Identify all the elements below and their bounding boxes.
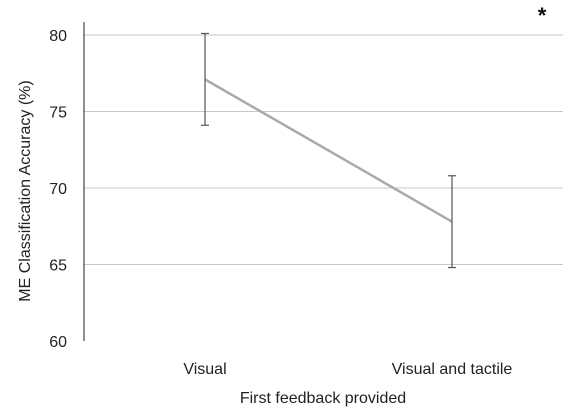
y-tick-label-80: 80 (49, 28, 67, 45)
y-tick-label-75: 75 (49, 105, 67, 122)
error-bar-1 (201, 32, 209, 126)
y-tick-labels: 60 65 70 75 80 (49, 28, 67, 351)
y-axis-title: ME Classification Accuracy (%) (17, 80, 34, 301)
gridlines (84, 34, 563, 265)
series-group (201, 32, 456, 269)
error-bar-2 (448, 175, 456, 269)
y-tick-label-65: 65 (49, 258, 67, 275)
x-tick-label-2: Visual and tactile (392, 361, 513, 378)
y-tick-label-70: 70 (49, 181, 67, 198)
x-tick-label-1: Visual (183, 361, 226, 378)
x-axis-title: First feedback provided (240, 390, 406, 407)
x-tick-labels: Visual Visual and tactile (183, 361, 512, 378)
series-line (204, 78, 453, 223)
y-tick-label-60: 60 (49, 334, 67, 351)
significance-asterisk: * (538, 3, 547, 28)
